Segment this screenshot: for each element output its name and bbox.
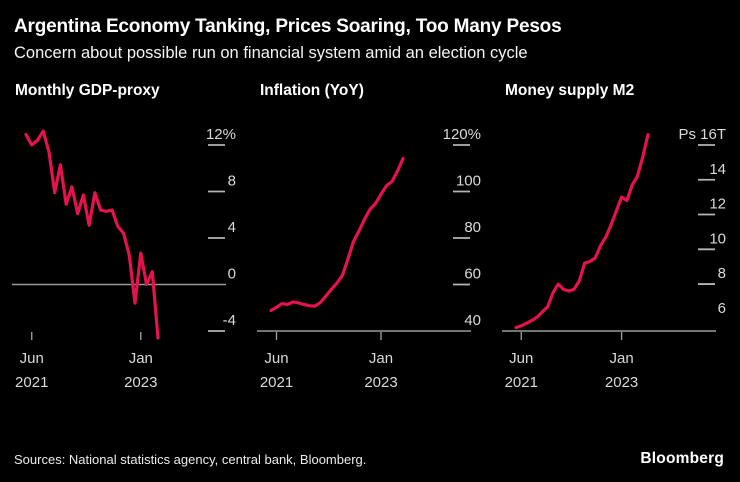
svg-text:Jun: Jun <box>509 350 533 367</box>
m2-line-chart: Ps 16T 14 12 10 8 6 Jun 2021 Jan 2023 <box>502 126 726 391</box>
sources-note: Sources: National statistics agency, cen… <box>14 451 367 467</box>
svg-text:100: 100 <box>456 172 481 189</box>
svg-text:8: 8 <box>718 265 726 282</box>
chart-header: Argentina Economy Tanking, Prices Soarin… <box>0 0 740 64</box>
svg-text:80: 80 <box>464 219 481 236</box>
inflation-panel-title: Inflation (YoY) <box>260 81 364 99</box>
svg-text:Jan: Jan <box>129 350 153 367</box>
chart-panels-row: Monthly GDP-proxy 12% 8 4 0 -4 Jun 2021 Jan 2023… <box>0 82 740 394</box>
svg-text:120%: 120% <box>443 126 481 143</box>
svg-text:2023: 2023 <box>364 374 397 391</box>
svg-text:12: 12 <box>709 195 726 212</box>
svg-text:12%: 12% <box>206 126 236 143</box>
inflation-line-chart: 120% 100 80 60 40 Jun 2021 Jan 2023 <box>257 126 481 391</box>
svg-text:Jan: Jan <box>369 350 393 367</box>
svg-text:8: 8 <box>228 172 236 189</box>
svg-text:Jun: Jun <box>264 350 288 367</box>
svg-text:6: 6 <box>718 299 726 316</box>
svg-text:Jun: Jun <box>20 350 44 367</box>
svg-text:60: 60 <box>464 265 481 282</box>
svg-text:-4: -4 <box>223 312 236 329</box>
svg-text:14: 14 <box>709 160 726 177</box>
chart-panel-m2: Money supply M2 Ps 16T 14 12 10 8 6 Jun 2021 Jan… <box>500 82 733 394</box>
gdp-panel-title: Monthly GDP-proxy <box>15 81 160 99</box>
svg-text:Jan: Jan <box>610 350 634 367</box>
svg-text:2023: 2023 <box>605 374 638 391</box>
svg-text:2023: 2023 <box>124 374 157 391</box>
svg-text:Ps 16T: Ps 16T <box>678 126 726 143</box>
chart-panel-inflation: Inflation (YoY) 120% 100 80 60 40 Jun 2021 Jan 2… <box>255 82 488 394</box>
bloomberg-logo: Bloomberg <box>640 450 724 467</box>
chart-footer: Sources: National statistics agency, cen… <box>14 450 724 468</box>
svg-text:2021: 2021 <box>260 374 293 391</box>
m2-panel-title: Money supply M2 <box>505 81 635 99</box>
chart-panel-gdp: Monthly GDP-proxy 12% 8 4 0 -4 Jun 2021 Jan 2023 <box>10 82 243 394</box>
svg-text:40: 40 <box>464 312 481 329</box>
svg-text:10: 10 <box>709 230 726 247</box>
gdp-line-chart: 12% 8 4 0 -4 Jun 2021 Jan 2023 <box>12 126 236 391</box>
svg-text:0: 0 <box>228 265 236 282</box>
svg-text:4: 4 <box>228 219 236 236</box>
chart-subtitle: Concern about possible run on financial … <box>14 43 528 62</box>
svg-text:2021: 2021 <box>505 374 538 391</box>
chart-title: Argentina Economy Tanking, Prices Soarin… <box>14 16 562 37</box>
svg-text:2021: 2021 <box>15 374 48 391</box>
